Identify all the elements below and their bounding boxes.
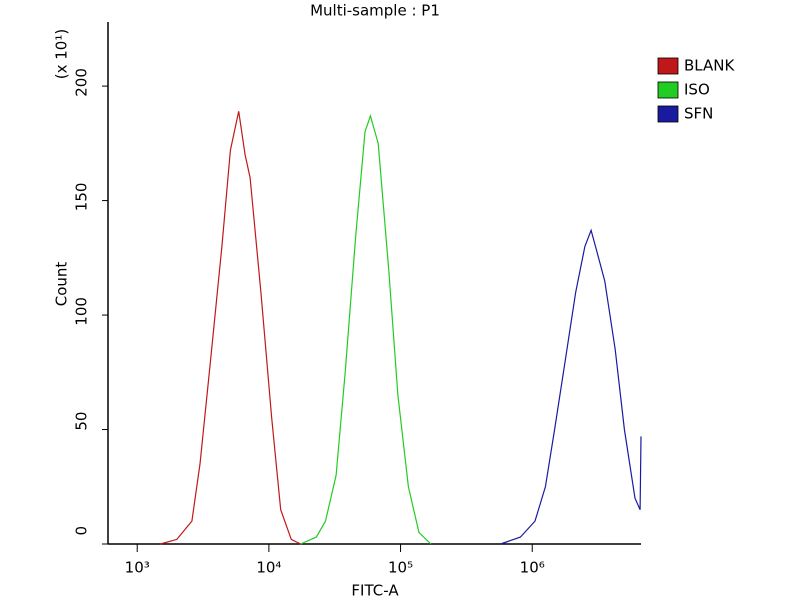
y-tick-label: 200 xyxy=(73,68,91,97)
x-axis-label: FITC-A xyxy=(351,582,399,600)
legend-swatch xyxy=(657,105,679,123)
x-tick-label: 10⁴ xyxy=(256,559,281,577)
chart-title: Multi-sample : P1 xyxy=(310,2,440,20)
x-tick-label: 10⁵ xyxy=(388,559,413,577)
y-multiplier: (x 10¹) xyxy=(53,29,71,79)
x-tick-label: 10⁶ xyxy=(520,559,545,577)
series-line xyxy=(500,228,642,545)
y-tick-label: 0 xyxy=(73,526,91,536)
legend-label: ISO xyxy=(684,81,710,99)
x-tick-label: 10³ xyxy=(125,559,150,577)
y-tick-label: 50 xyxy=(73,412,91,431)
series-line xyxy=(300,113,432,545)
legend-label: SFN xyxy=(684,105,713,123)
legend-label: BLANK xyxy=(684,57,735,75)
y-axis-label: Count xyxy=(53,262,71,307)
y-tick-label: 100 xyxy=(73,297,91,326)
series-line xyxy=(160,111,301,545)
legend-swatch xyxy=(657,57,679,75)
legend-swatch xyxy=(657,81,679,99)
y-tick-label: 150 xyxy=(73,183,91,212)
